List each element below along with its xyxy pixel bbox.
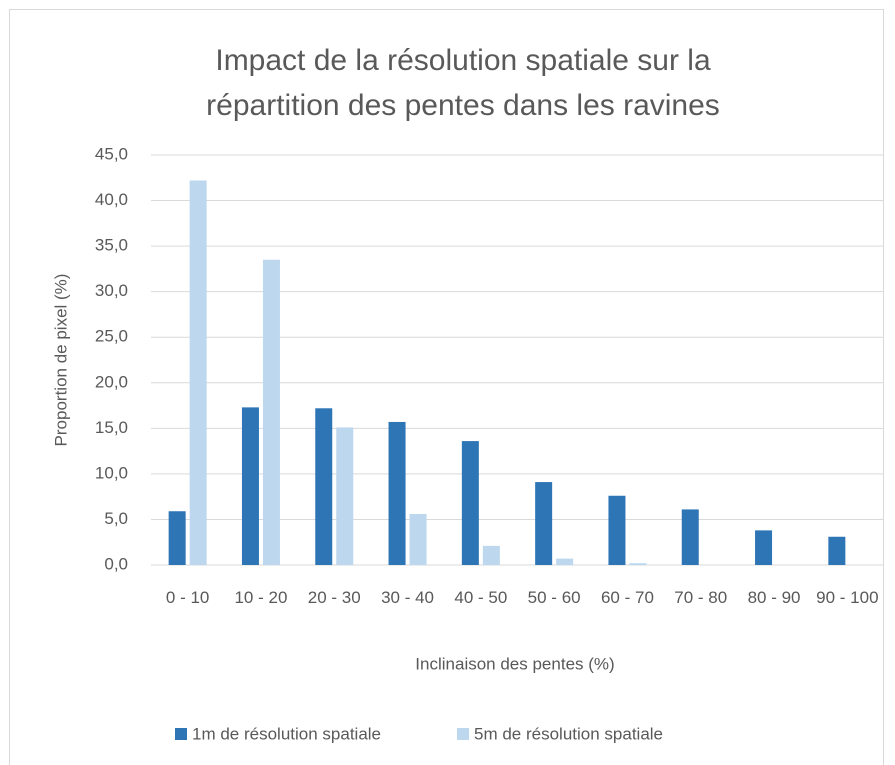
y-tick-label: 25,0 <box>95 327 128 346</box>
x-tick-label: 20 - 30 <box>307 588 361 607</box>
bar <box>535 482 553 565</box>
bar <box>681 509 699 565</box>
y-tick-label: 10,0 <box>95 463 128 482</box>
x-tick-label: 70 - 80 <box>674 588 728 607</box>
x-axis-label: Inclinaison des pentes (%) <box>415 654 614 673</box>
y-tick-label: 20,0 <box>95 372 128 391</box>
bar <box>336 427 354 565</box>
chart-frame <box>9 9 884 765</box>
y-tick-label: 30,0 <box>95 281 128 300</box>
x-tick-label: 0 - 10 <box>165 588 210 607</box>
y-tick-label: 0,0 <box>104 554 128 573</box>
bar <box>241 407 259 565</box>
bar <box>608 495 626 565</box>
y-tick-label: 45,0 <box>95 144 128 163</box>
y-tick-label: 35,0 <box>95 236 128 255</box>
y-tick-label: 15,0 <box>95 418 128 437</box>
bar <box>262 259 280 565</box>
bar <box>189 180 207 565</box>
bar <box>315 408 333 565</box>
bar <box>461 441 479 565</box>
x-tick-label: 90 - 100 <box>816 588 879 607</box>
legend-swatch <box>175 728 187 740</box>
y-tick-label: 40,0 <box>95 190 128 209</box>
bar <box>828 536 846 565</box>
legend-label: 5m de résolution spatiale <box>474 724 663 743</box>
bar <box>388 421 406 565</box>
bar <box>409 513 427 565</box>
legend-label: 1m de résolution spatiale <box>192 724 381 743</box>
x-tick-label: 30 - 40 <box>381 588 435 607</box>
bar <box>482 545 500 565</box>
bar <box>168 511 186 565</box>
x-tick-label: 10 - 20 <box>234 588 288 607</box>
bar <box>556 558 574 565</box>
x-tick-label: 60 - 70 <box>600 588 654 607</box>
x-tick-label: 50 - 60 <box>527 588 581 607</box>
x-tick-label: 80 - 90 <box>747 588 801 607</box>
y-axis-label: Proportion de pixel (%) <box>51 274 70 447</box>
chart-title: Impact de la résolution spatiale sur la … <box>206 44 720 122</box>
bar <box>755 530 773 565</box>
x-tick-label: 40 - 50 <box>454 588 508 607</box>
bar <box>629 563 647 565</box>
y-tick-label: 5,0 <box>104 509 128 528</box>
legend-swatch <box>457 728 469 740</box>
